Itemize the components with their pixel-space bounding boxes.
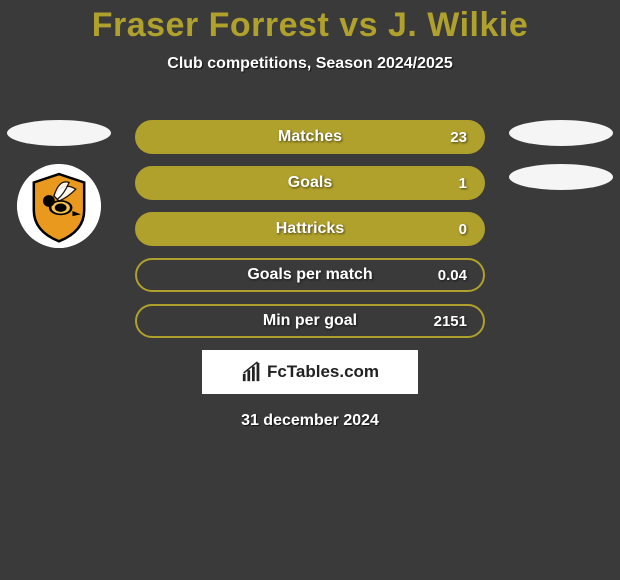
stats-panel: Matches 23 Goals 1 Hattricks 0 Goals per match…: [135, 120, 485, 430]
stat-label: Min per goal: [263, 312, 357, 330]
player-ellipse: [509, 164, 613, 190]
page-title: Fraser Forrest vs J. Wilkie: [0, 0, 620, 45]
player-ellipse: [509, 120, 613, 146]
stat-row: Min per goal 2151: [135, 304, 485, 338]
stat-value: 2151: [434, 313, 467, 330]
stat-row: Goals 1: [135, 166, 485, 200]
stat-value: 0.04: [438, 267, 467, 284]
brand-text: FcTables.com: [267, 362, 379, 382]
stat-row: Matches 23: [135, 120, 485, 154]
stat-value: 1: [459, 175, 467, 192]
stat-label: Goals: [288, 174, 332, 192]
stat-value: 23: [450, 129, 467, 146]
right-player-col: [506, 120, 616, 200]
stat-row: Hattricks 0: [135, 212, 485, 246]
stat-label: Hattricks: [276, 220, 344, 238]
subtitle: Club competitions, Season 2024/2025: [0, 55, 620, 73]
left-player-col: [4, 120, 114, 248]
stat-label: Goals per match: [247, 266, 372, 284]
date-text: 31 december 2024: [135, 412, 485, 430]
stat-label: Matches: [278, 128, 342, 146]
stat-value: 0: [459, 221, 467, 238]
stat-row: Goals per match 0.04: [135, 258, 485, 292]
player-ellipse: [7, 120, 111, 146]
club-crest: [17, 164, 101, 248]
brand-badge: FcTables.com: [202, 350, 418, 394]
